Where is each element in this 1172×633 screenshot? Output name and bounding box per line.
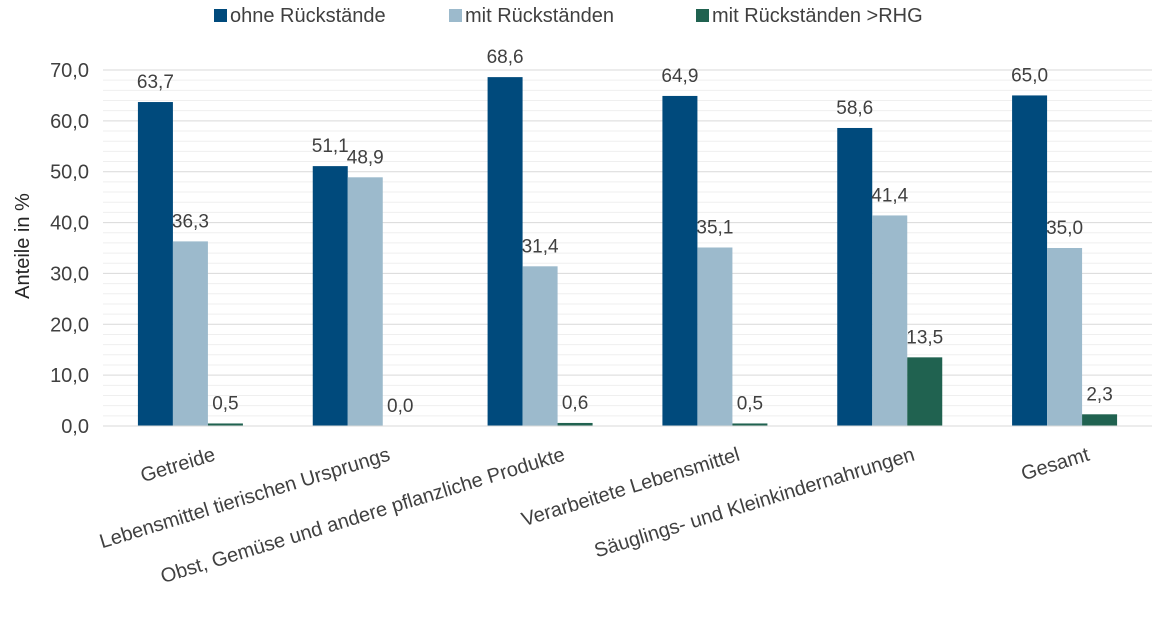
bar [872,215,908,426]
data-label: 0,6 [562,393,588,414]
bar [207,423,243,426]
data-label: 0,5 [737,393,763,414]
legend-swatch [449,9,462,22]
data-label: 51,1 [312,136,349,157]
data-label: 0,0 [387,396,413,417]
bar [697,247,733,426]
legend-label: mit Rückständen >RHG [712,5,923,27]
bar [312,166,348,426]
legend-swatch [696,9,709,22]
y-tick-label: 20,0 [50,314,89,336]
y-tick-label: 40,0 [50,213,89,235]
category-label: Gesamt [1019,444,1093,486]
y-axis-label: Anteile in % [12,193,34,299]
bar [1012,95,1048,426]
bar [662,95,698,427]
y-tick-label: 30,0 [50,263,89,285]
data-label: 48,9 [347,147,384,168]
category-label: Getreide [138,444,218,487]
data-label: 13,5 [906,327,943,348]
bar [557,422,593,426]
data-label: 0,5 [212,393,238,414]
legend-label: ohne Rückstände [230,5,386,27]
data-label: 58,6 [836,98,873,119]
bar [732,423,768,426]
bar [137,102,173,426]
bar [522,266,558,426]
legend-swatch [214,9,227,22]
bar [837,127,873,426]
y-tick-label: 0,0 [61,416,89,438]
legend: ohne Rückstände mit Rückständen mit Rückst… [214,5,923,27]
bar [1082,414,1118,426]
legend-label: mit Rückständen [465,5,614,27]
data-label: 64,9 [661,66,698,87]
y-tick-label: 10,0 [50,365,89,387]
category-label: Lebensmittel tierischen Ursprungs [97,444,393,553]
gridlines [103,69,1152,417]
bar [907,357,943,426]
data-label: 63,7 [137,72,174,93]
y-tick-label: 60,0 [50,111,89,133]
data-label: 68,6 [487,47,524,68]
data-label: 31,4 [522,236,559,257]
data-label: 35,1 [696,217,733,238]
bar [172,241,208,426]
y-axis-ticks: 0,0 10,0 20,0 30,0 40,0 50,0 60,0 70,0 [50,60,89,438]
y-tick-label: 50,0 [50,162,89,184]
data-labels: 63,7 36,3 0,5 51,148,9 0,0 68,6 31,4 0,6 64,9 35,… [137,47,1113,417]
category-label: Säuglings- und Kleinkindernahrungen [592,444,917,563]
data-label: 35,0 [1046,218,1083,239]
bar [347,177,383,426]
bar [487,77,523,427]
y-tick-label: 70,0 [50,60,89,82]
data-label: 36,3 [172,211,209,232]
bar [1047,248,1083,426]
data-label: 2,3 [1086,384,1112,405]
data-label: 65,0 [1011,65,1048,86]
bars [137,77,1118,427]
data-label: 41,4 [871,185,908,206]
